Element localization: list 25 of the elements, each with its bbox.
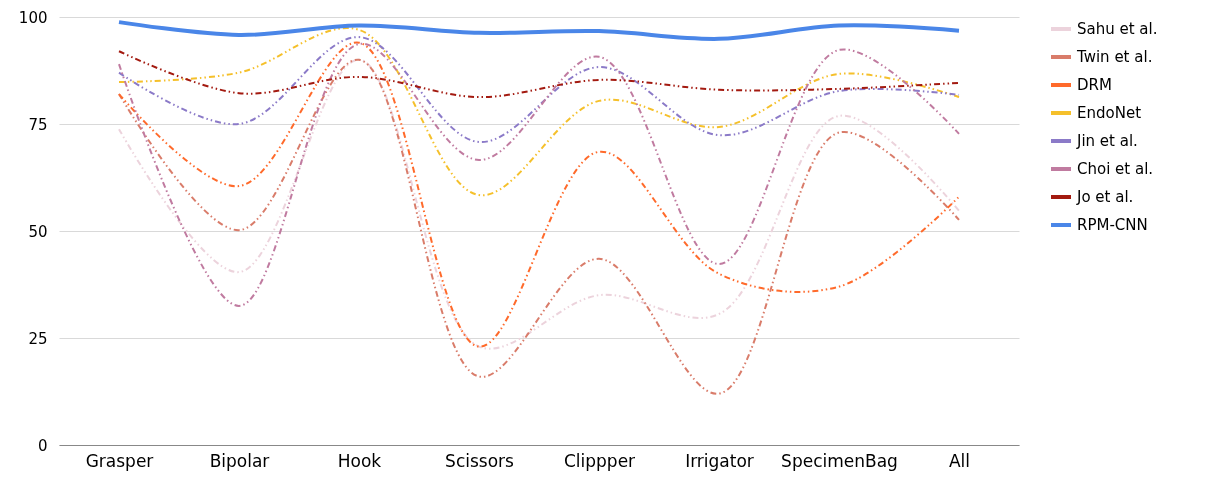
y-tick-label: 50 xyxy=(28,222,48,241)
line-series xyxy=(118,36,960,143)
legend-label: Jo et al. xyxy=(1076,188,1134,206)
x-tick-label: Scissors xyxy=(445,450,515,471)
line-series xyxy=(118,27,960,197)
x-tick-label: Irrigator xyxy=(685,450,754,471)
legend-label: Sahu et al. xyxy=(1077,20,1158,38)
x-tick-label: SpecimenBag xyxy=(781,450,898,471)
y-tick-label: 25 xyxy=(28,329,48,348)
y-tick-label: 0 xyxy=(37,436,48,455)
legend-label: Choi et al. xyxy=(1077,160,1154,178)
y-tick-label: 100 xyxy=(18,8,48,27)
x-tick-label: Grasper xyxy=(85,450,154,471)
x-tick-label: Bipolar xyxy=(209,450,270,471)
line-series xyxy=(118,50,960,99)
x-tick-label: Hook xyxy=(337,450,382,471)
legend-label: RPM-CNN xyxy=(1077,216,1148,234)
legend-label: Jin et al. xyxy=(1076,132,1138,150)
legend-label: Twin et al. xyxy=(1076,48,1153,66)
x-tick-label: All xyxy=(948,450,971,471)
legend-label: EndoNet xyxy=(1077,104,1142,122)
line-series xyxy=(117,20,961,41)
y-tick-label: 75 xyxy=(28,115,48,134)
legend-label: DRM xyxy=(1077,76,1112,94)
x-tick-label: Clippper xyxy=(563,450,636,471)
